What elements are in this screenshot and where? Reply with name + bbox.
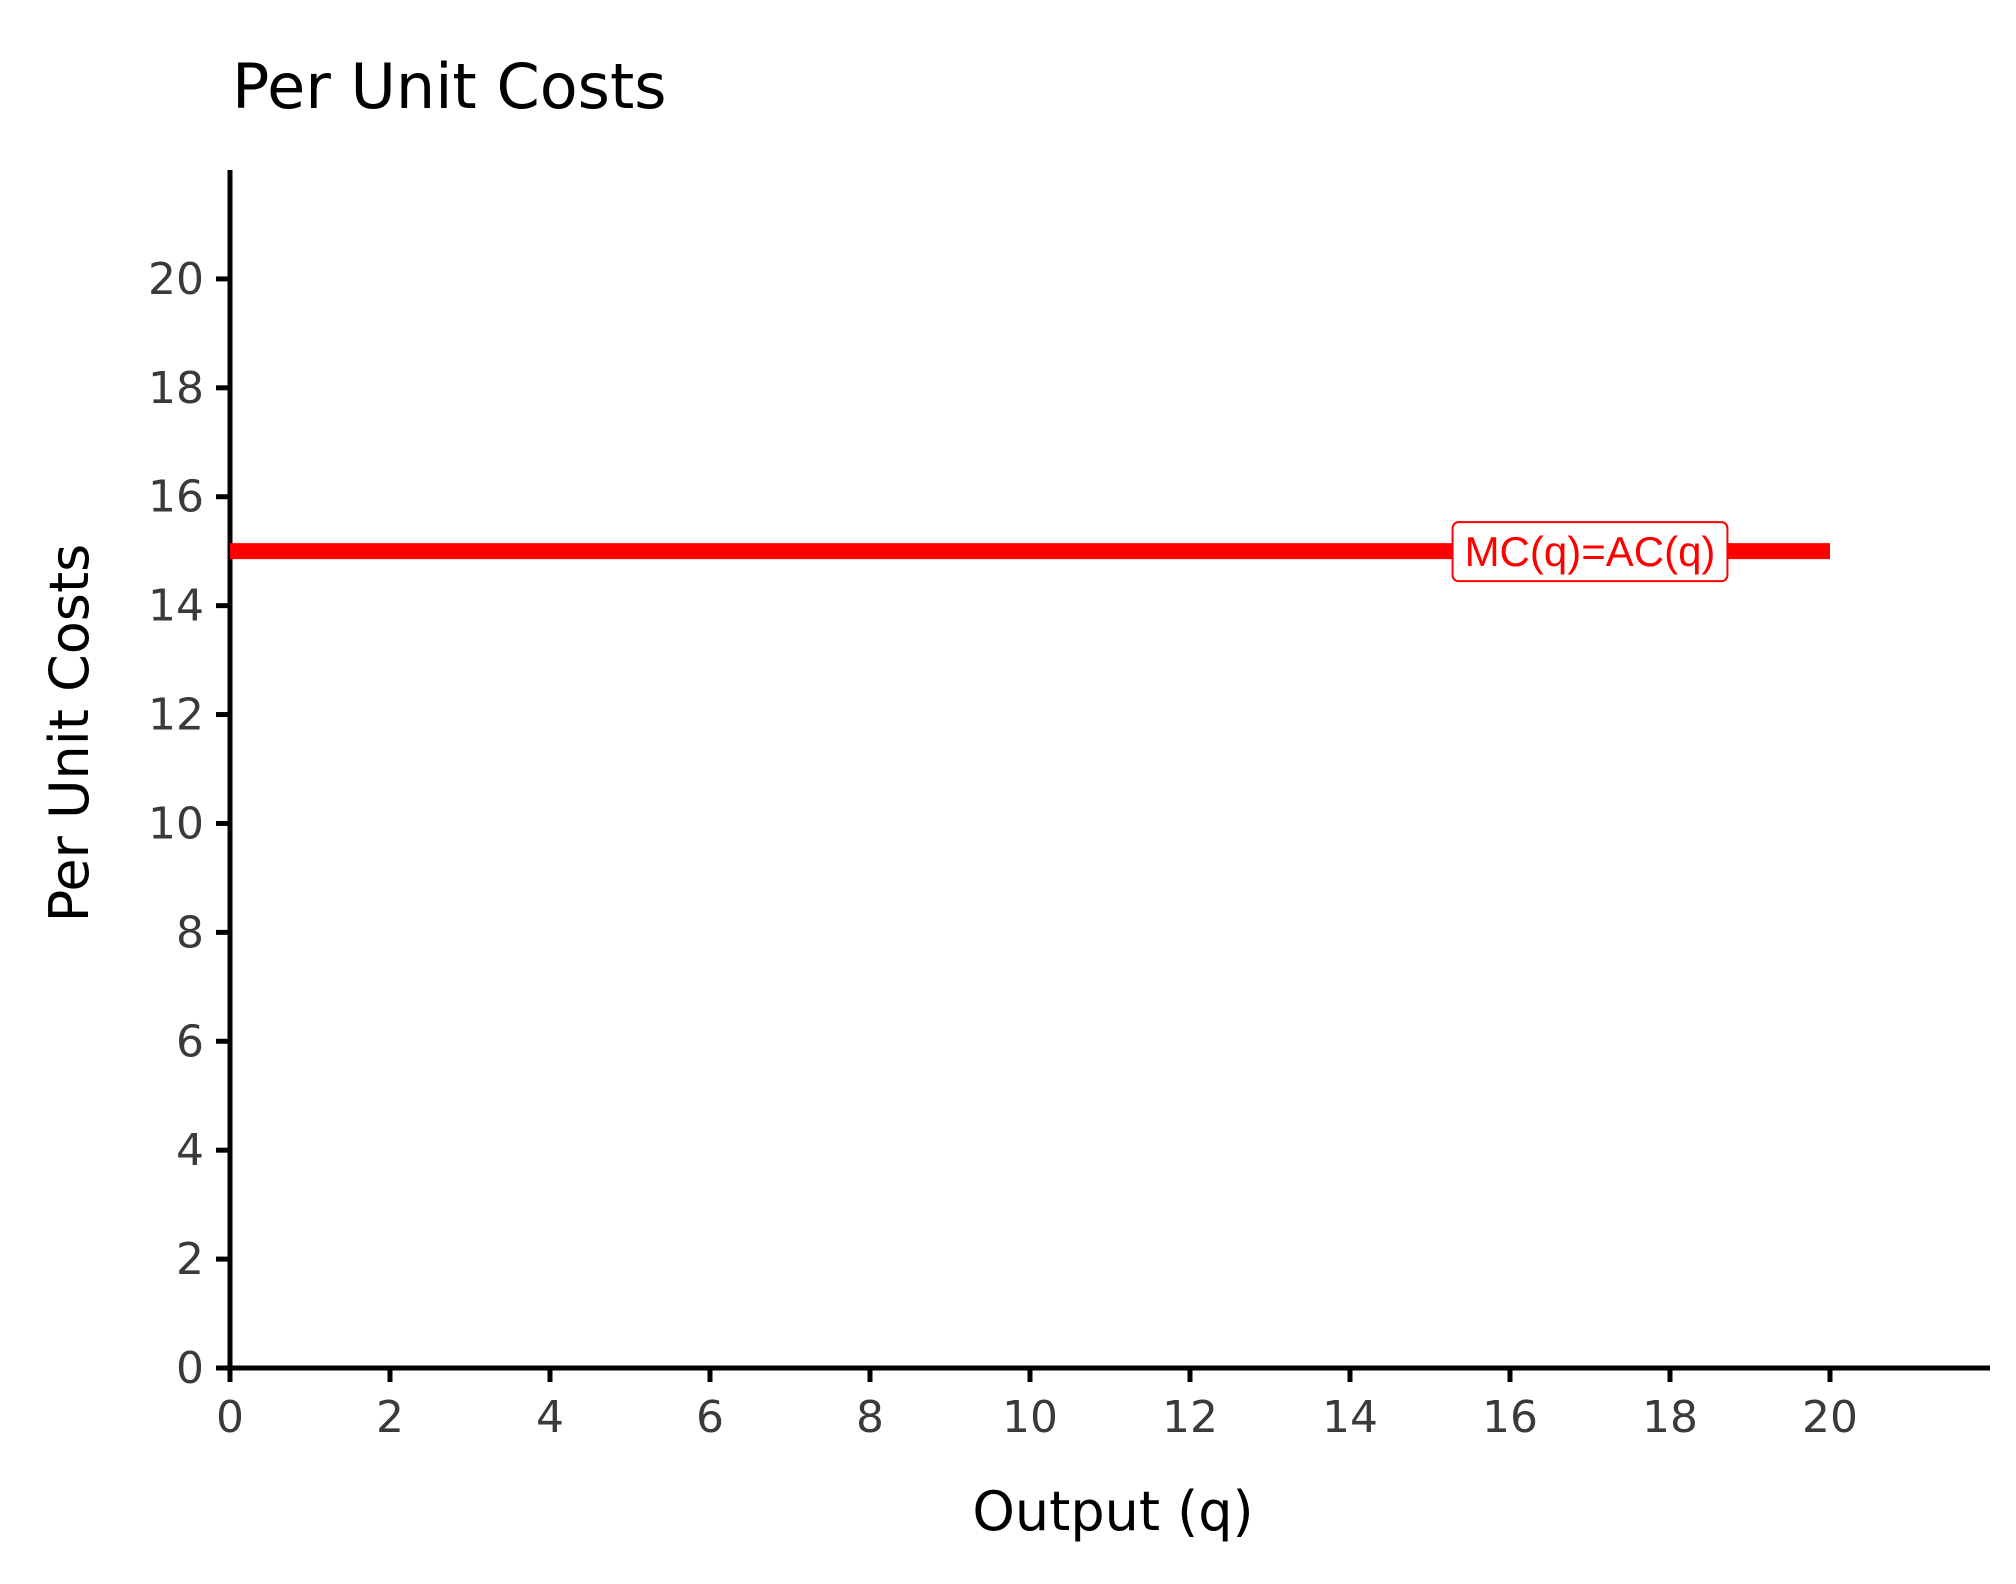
x-tick-label: 8 [856,1392,884,1443]
y-tick-label: 20 [148,254,204,305]
chart-title: Per Unit Costs [232,50,667,123]
x-tick-label: 10 [1002,1392,1058,1443]
annotation-text: MC(q)=AC(q) [1465,528,1716,575]
y-tick-label: 2 [176,1234,204,1285]
y-tick-label: 12 [148,690,204,741]
x-tick-label: 2 [376,1392,404,1443]
x-tick-label: 16 [1482,1392,1538,1443]
y-tick-label: 4 [176,1125,204,1176]
annotation-label: MC(q)=AC(q) [1451,521,1729,583]
y-axis-label: Per Unit Costs [38,544,101,923]
x-axis-label: Output (q) [972,1480,1253,1543]
y-tick-label: 6 [176,1016,204,1067]
x-tick-label: 18 [1642,1392,1698,1443]
x-tick-label: 6 [696,1392,724,1443]
y-tick-label: 14 [148,581,204,632]
y-tick-label: 0 [176,1343,204,1394]
annotation-box [1451,521,1729,583]
x-tick-label: 12 [1162,1392,1218,1443]
plot-area: 0 2 4 6 8 10 12 14 16 18 20 0 2 4 6 8 10 12 14 16 18 20 MC(q)=… [148,170,1990,1443]
y-tick-label: 16 [148,472,204,523]
y-tick-label: 8 [176,907,204,958]
y-tick-label: 18 [148,363,204,414]
x-tick-label: 20 [1802,1392,1858,1443]
x-tick-label: 0 [216,1392,244,1443]
y-tick-label: 10 [148,798,204,849]
x-tick-label: 14 [1322,1392,1378,1443]
x-tick-label: 4 [536,1392,564,1443]
